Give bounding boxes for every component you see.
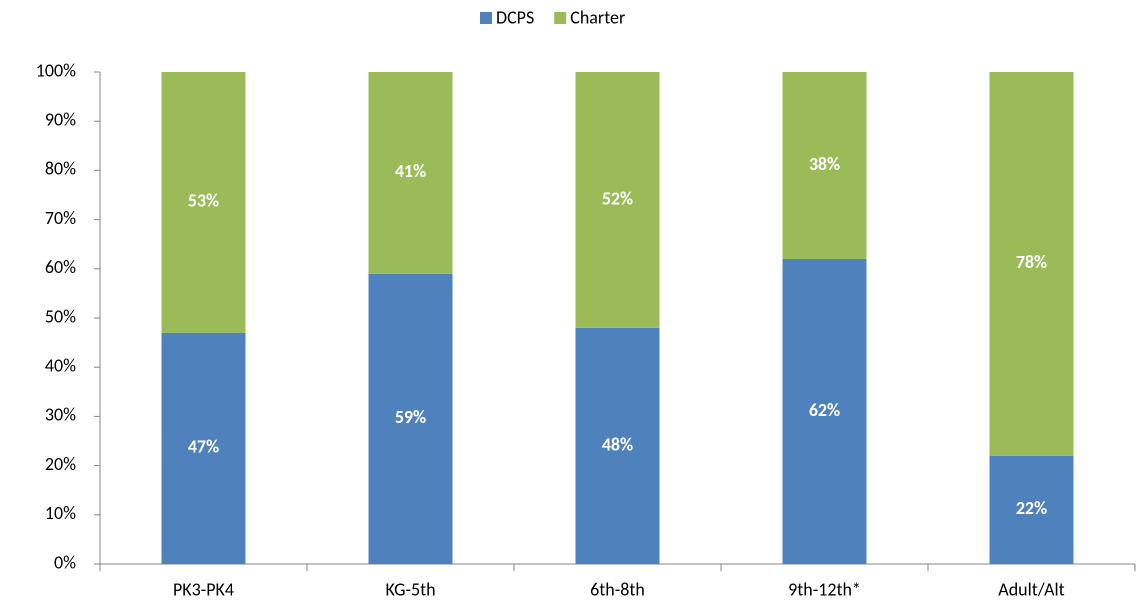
data-label: 38% bbox=[809, 153, 840, 175]
bar-segment bbox=[368, 72, 453, 274]
x-tick-label: KG-5th bbox=[385, 578, 435, 600]
y-tick-label: 40% bbox=[45, 354, 76, 376]
legend-swatch bbox=[554, 12, 567, 24]
y-tick-label: 90% bbox=[45, 108, 76, 130]
x-tick-label: 9th-12th* bbox=[788, 578, 861, 600]
x-tick-label: PK3-PK4 bbox=[173, 578, 234, 600]
y-tick-label: 60% bbox=[45, 256, 76, 278]
data-label: 78% bbox=[1016, 251, 1047, 273]
y-tick-label: 70% bbox=[45, 207, 76, 229]
bar-segment bbox=[989, 72, 1074, 456]
y-tick-label: 30% bbox=[45, 404, 76, 426]
bar-segment bbox=[782, 72, 867, 259]
data-label: 62% bbox=[809, 399, 840, 421]
y-tick-label: 50% bbox=[45, 305, 76, 327]
data-label: 41% bbox=[395, 160, 426, 182]
bar-segment bbox=[782, 258, 867, 564]
data-label: 53% bbox=[188, 190, 219, 212]
bar-segment bbox=[161, 332, 246, 564]
bar-segment bbox=[368, 273, 453, 564]
y-tick-label: 20% bbox=[45, 453, 76, 475]
data-label: 59% bbox=[395, 406, 426, 428]
data-label: 48% bbox=[602, 433, 633, 455]
legend-swatch bbox=[480, 12, 492, 24]
bar-segment bbox=[989, 455, 1074, 564]
x-tick-label: Adult/Alt bbox=[998, 578, 1064, 600]
data-label: 52% bbox=[602, 187, 633, 209]
data-label: 47% bbox=[188, 436, 219, 458]
legend-label: Charter bbox=[570, 6, 625, 28]
data-label: 22% bbox=[1016, 497, 1047, 519]
bar-segment bbox=[575, 72, 660, 328]
bar-segment bbox=[575, 327, 660, 564]
x-tick-label: 6th-8th bbox=[590, 578, 645, 600]
y-tick-label: 10% bbox=[45, 502, 76, 524]
bar-segment bbox=[161, 72, 246, 333]
y-tick-label: 80% bbox=[45, 158, 76, 180]
y-tick-label: 100% bbox=[36, 59, 76, 81]
legend-label: DCPS bbox=[496, 6, 534, 28]
y-tick-label: 0% bbox=[54, 551, 76, 573]
